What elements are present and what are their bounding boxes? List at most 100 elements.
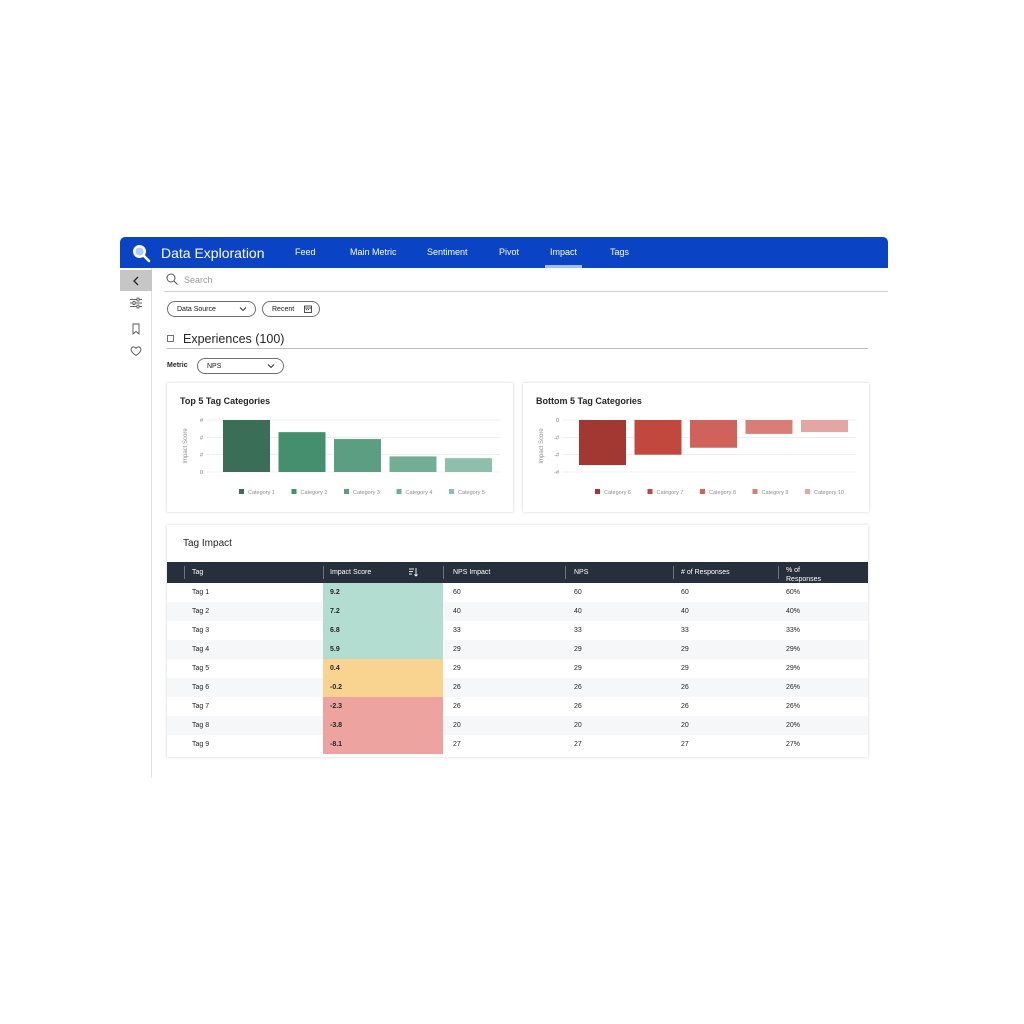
metric-value: NPS	[207, 362, 222, 370]
pct-responses-cell: 29%	[786, 665, 801, 672]
sliders-icon[interactable]	[130, 297, 142, 309]
tab-sentiment[interactable]: Sentiment	[427, 247, 468, 257]
column-header-impact-score[interactable]: Impact Score	[330, 569, 372, 576]
impact-score-value: -3.8	[330, 722, 343, 729]
table-row[interactable]: Tag 5 29 29 29 29% 0.4	[167, 659, 868, 678]
column-separator	[323, 566, 324, 579]
bar-category-4[interactable]	[389, 456, 437, 472]
bar-category-9[interactable]	[745, 420, 793, 434]
bar-category-6[interactable]	[579, 420, 626, 466]
responses-cell: 40	[681, 608, 689, 615]
tag-cell: Tag 1	[192, 589, 210, 596]
impact-score-cell: 0.4	[323, 659, 443, 678]
legend-swatch	[396, 489, 402, 494]
impact-score-value: 6.8	[330, 627, 340, 634]
select-all-checkbox[interactable]	[167, 335, 174, 342]
pct-responses-cell: 29%	[786, 646, 801, 653]
chevron-down-icon	[267, 364, 275, 369]
tag-impact-card: Tag Impact Tag Impact Score NPS Impact N…	[167, 525, 868, 757]
bar-category-8[interactable]	[690, 420, 737, 448]
pct-responses-cell: 20%	[786, 722, 801, 729]
tag-cell: Tag 4	[192, 646, 210, 653]
impact-score-cell: 5.9	[323, 640, 443, 659]
bar-category-3[interactable]	[334, 439, 381, 472]
metric-dropdown[interactable]: NPS	[197, 358, 284, 374]
y-tick-label: -#	[554, 435, 560, 441]
bar-category-2[interactable]	[278, 432, 326, 472]
y-tick-label: #	[200, 435, 204, 441]
metric-label: Metric	[167, 362, 188, 369]
table-row[interactable]: Tag 6 26 26 26 26% -0.2	[167, 678, 868, 697]
nps-impact-cell: 60	[453, 589, 461, 596]
heart-icon[interactable]	[130, 345, 142, 357]
impact-score-value: -2.3	[330, 703, 343, 710]
recent-date-filter[interactable]: Recent	[262, 301, 320, 317]
legend-swatch	[805, 489, 810, 494]
nps-cell: 60	[574, 589, 582, 596]
nps-impact-cell: 40	[453, 608, 461, 615]
calendar-icon	[304, 305, 312, 313]
table-row[interactable]: Tag 3 33 33 33 33% 6.8	[167, 621, 868, 640]
tab-impact[interactable]: Impact	[544, 237, 583, 268]
bar-category-10[interactable]	[801, 420, 848, 433]
sort-icon[interactable]	[408, 567, 418, 577]
pct-responses-cell: 26%	[786, 703, 801, 710]
y-tick-label: 0	[200, 470, 203, 476]
bar-category-7[interactable]	[634, 420, 682, 455]
tag-cell: Tag 8	[192, 722, 210, 729]
legend-label: Category 7	[657, 490, 684, 496]
column-separator	[778, 566, 779, 579]
sidebar	[120, 268, 152, 778]
table-row[interactable]: Tag 8 20 20 20 20% -3.8	[167, 716, 868, 735]
bookmark-icon[interactable]	[130, 323, 142, 335]
table-row[interactable]: Tag 2 40 40 40 40% 7.2	[167, 602, 868, 621]
legend-swatch	[700, 489, 705, 494]
bottom-categories-card: Bottom 5 Tag Categories Impact Score 0 -# -…	[523, 383, 869, 512]
app-window: Data Exploration Feed Main Metric Sentim…	[120, 237, 888, 778]
tag-cell: Tag 5	[192, 665, 210, 672]
nps-cell: 29	[574, 646, 582, 653]
tab-feed[interactable]: Feed	[295, 247, 316, 257]
table-row[interactable]: Tag 1 60 60 60 60% 9.2	[167, 583, 868, 602]
responses-cell: 26	[681, 703, 689, 710]
table-row[interactable]: Tag 9 27 27 27 27% -8.1	[167, 735, 868, 754]
bar-category-1[interactable]	[223, 420, 270, 472]
y-tick-label: #	[200, 453, 204, 459]
bottom-chart-title: Bottom 5 Tag Categories	[536, 396, 642, 406]
legend-label: Category 2	[301, 490, 328, 496]
tab-tags[interactable]: Tags	[610, 247, 630, 257]
column-header-nps-impact[interactable]: NPS Impact	[453, 569, 491, 576]
top-chart-title: Top 5 Tag Categories	[180, 396, 271, 406]
table-header: Tag Impact Score NPS Impact NPS # of Res…	[167, 562, 868, 583]
y-tick-label: -#	[554, 470, 560, 476]
legend-swatch	[291, 489, 297, 494]
table-row[interactable]: Tag 4 29 29 29 29% 5.9	[167, 640, 868, 659]
search-input[interactable]	[184, 272, 864, 288]
legend-swatch	[239, 489, 244, 494]
column-header-pct-responses[interactable]: % of Responses	[786, 567, 822, 583]
recent-label: Recent	[272, 305, 295, 313]
collapse-sidebar-button[interactable]	[120, 270, 152, 291]
impact-score-cell: 9.2	[323, 583, 443, 602]
tab-pivot[interactable]: Pivot	[499, 247, 520, 257]
impact-score-cell: -0.2	[323, 678, 443, 697]
top-categories-card: Top 5 Tag Categories Impact Score 0 # # # Cat…	[167, 383, 513, 512]
legend-swatch	[647, 489, 653, 494]
top-categories-chart: Impact Score 0 # # # Category 1 Category 2 Cate…	[183, 418, 500, 496]
tag-cell: Tag 7	[192, 703, 210, 710]
legend-label: Category 9	[762, 490, 789, 496]
search-logo-icon[interactable]	[131, 243, 151, 263]
column-header-responses[interactable]: # of Responses	[681, 569, 730, 576]
column-header-nps[interactable]: NPS	[574, 569, 589, 576]
table-row[interactable]: Tag 7 26 26 26 26% -2.3	[167, 697, 868, 716]
tab-main-metric[interactable]: Main Metric	[350, 247, 397, 257]
legend-swatch	[595, 489, 600, 494]
app-title: Data Exploration	[161, 245, 265, 261]
chevron-down-icon	[239, 307, 247, 312]
column-header-tag[interactable]: Tag	[192, 569, 204, 576]
nps-cell: 40	[574, 608, 582, 615]
impact-score-cell: 7.2	[323, 602, 443, 621]
legend-swatch	[344, 489, 349, 494]
bar-category-5[interactable]	[445, 458, 492, 472]
data-source-dropdown[interactable]: Data Source	[167, 301, 256, 317]
